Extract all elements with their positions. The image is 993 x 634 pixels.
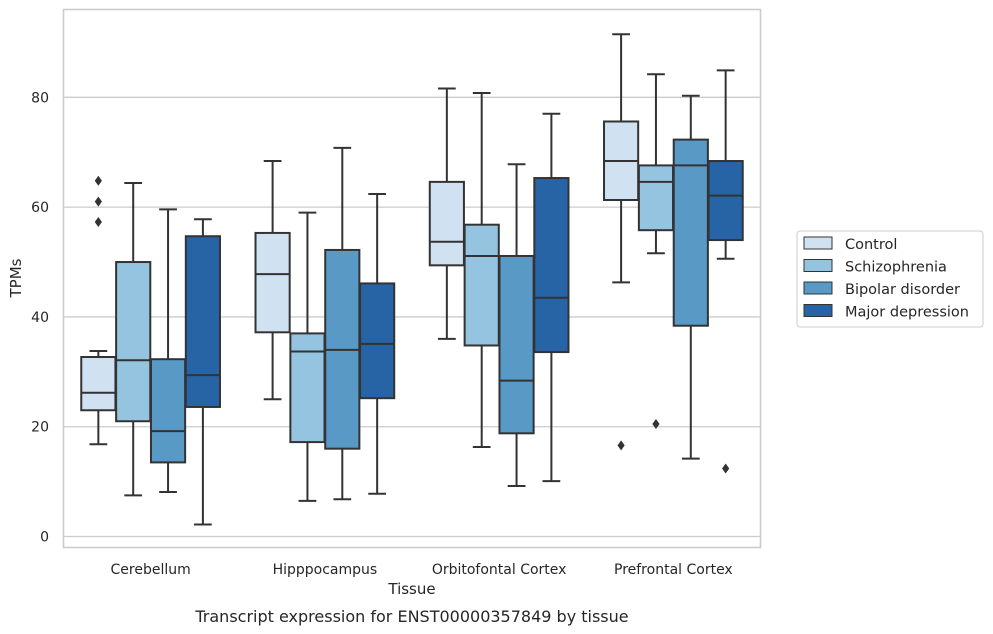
box-iqr [80, 356, 117, 412]
legend-item: Control [803, 236, 897, 253]
box-1-2 [463, 91, 500, 449]
box-0-2 [428, 87, 465, 340]
x-tick-label: Hipppocampus [273, 562, 378, 578]
box-iqr [115, 261, 152, 423]
outlier-point [722, 463, 730, 474]
box-iqr [359, 282, 396, 400]
legend-swatch [803, 236, 833, 250]
box-iqr [498, 254, 535, 435]
box-2-3 [672, 94, 709, 460]
legend: Control Schizophrenia Bipolar disorder Majo… [796, 230, 984, 328]
outlier-point [94, 216, 102, 227]
legend-item: Major depression [803, 304, 969, 321]
box-3-1 [359, 192, 396, 495]
y-tick-label: 60 [31, 200, 49, 216]
box-2-2 [498, 163, 535, 488]
box-3-2 [533, 112, 570, 483]
box-iqr [637, 164, 675, 232]
legend-label: Control [845, 237, 897, 253]
x-tick-labels: Cerebellum Hipppocampus Orbitofontal Corte… [111, 562, 733, 578]
x-tick-label: Orbitofontal Cortex [432, 562, 567, 578]
box-iqr [289, 332, 326, 444]
y-tick-label: 40 [31, 310, 49, 326]
outlier-point [617, 440, 625, 451]
box-0-1 [254, 160, 291, 401]
y-tick-labels: 0 20 40 60 80 [31, 90, 49, 545]
y-axis-label: TPMs [7, 258, 25, 298]
box-1-0 [115, 181, 152, 497]
legend-swatch [803, 259, 833, 272]
box-iqr [463, 223, 500, 347]
box-iqr [149, 358, 187, 464]
box-iqr [533, 177, 570, 354]
legend-swatch [803, 281, 833, 295]
x-tick-label: Cerebellum [111, 562, 191, 578]
box-groups [80, 33, 744, 526]
box-iqr [672, 138, 709, 327]
x-axis-label: Tissue [387, 580, 435, 598]
box-iqr [428, 180, 465, 267]
box-0-0 [80, 175, 117, 446]
legend-label: Major depression [845, 305, 969, 321]
box-3-3 [707, 69, 744, 474]
legend-item: Bipolar disorder [803, 281, 960, 298]
x-tick-label: Prefrontal Cortex [614, 562, 733, 578]
box-1-1 [289, 211, 326, 502]
y-tick-label: 20 [31, 420, 49, 436]
legend-label: Schizophrenia [845, 260, 947, 276]
legend-frame [796, 230, 984, 328]
y-tick-label: 80 [31, 90, 49, 106]
box-3-0 [184, 218, 221, 526]
box-iqr [184, 235, 221, 408]
legend-item: Schizophrenia [803, 259, 947, 276]
outlier-point [652, 418, 660, 429]
box-iqr [707, 160, 744, 242]
box-2-0 [149, 208, 187, 494]
plot-frame [62, 8, 762, 549]
legend-swatch [803, 304, 833, 317]
outlier-point [94, 196, 102, 207]
box-1-3 [637, 73, 675, 429]
box-iqr [254, 231, 291, 334]
outlier-point [94, 175, 102, 186]
chart-caption: Transcript expression for ENST0000035784… [194, 607, 628, 626]
box-2-1 [324, 146, 361, 501]
legend-label: Bipolar disorder [845, 282, 960, 298]
box-0-3 [603, 33, 640, 451]
y-tick-label: 0 [40, 530, 49, 546]
